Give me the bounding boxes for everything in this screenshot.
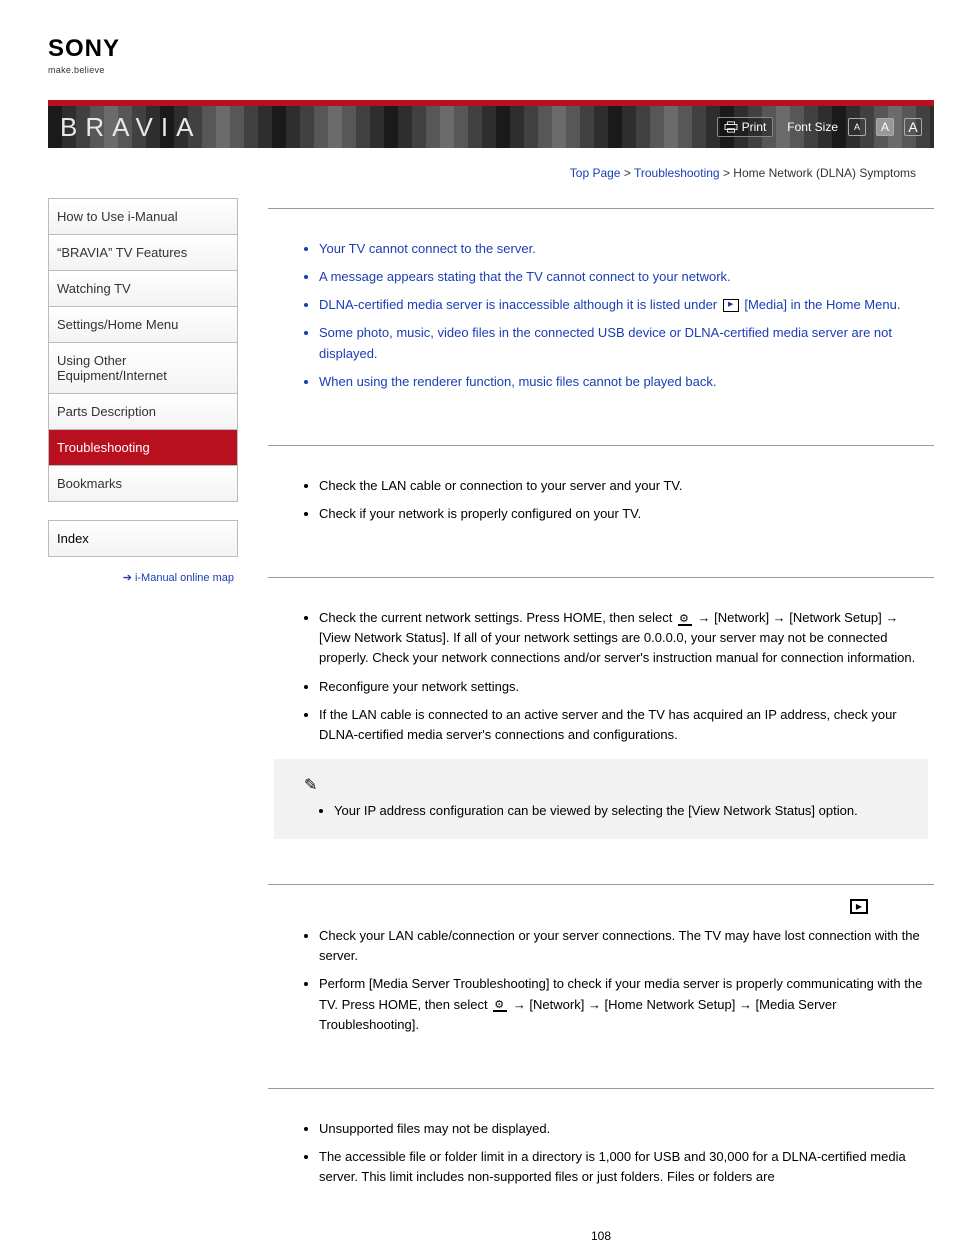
main-content: Your TV cannot connect to the server. A …: [268, 198, 934, 1251]
nav-item-features[interactable]: “BRAVIA” TV Features: [49, 235, 237, 271]
answer-item: Check the LAN cable or connection to you…: [319, 476, 928, 496]
breadcrumb-sep: >: [723, 166, 730, 180]
logo-area: SONY make.believe: [0, 0, 954, 75]
answer-item: Check your LAN cable/connection or your …: [319, 926, 928, 966]
breadcrumb-current: Home Network (DLNA) Symptoms: [733, 166, 916, 180]
nav-item-parts[interactable]: Parts Description: [49, 394, 237, 430]
section-media-icon: [274, 897, 928, 914]
fontsize-small-button[interactable]: A: [848, 118, 866, 136]
symptom-link[interactable]: A message appears stating that the TV ca…: [319, 267, 928, 287]
media-icon: [850, 899, 868, 914]
map-link-container: ➔i-Manual online map: [48, 557, 238, 584]
print-label: Print: [742, 120, 767, 134]
nav-item-bookmarks[interactable]: Bookmarks: [49, 466, 237, 501]
nav-item-watching[interactable]: Watching TV: [49, 271, 237, 307]
answer-item: Check if your network is properly config…: [319, 504, 928, 524]
fontsize-label: Font Size: [787, 120, 838, 134]
settings-icon: [493, 999, 507, 1011]
printer-icon: [724, 121, 738, 133]
settings-icon: [678, 613, 692, 625]
fontsize-medium-button[interactable]: A: [876, 118, 894, 136]
brand-logo: SONY: [48, 35, 954, 63]
answer-item: The accessible file or folder limit in a…: [319, 1147, 928, 1187]
nav-item-troubleshooting[interactable]: Troubleshooting: [49, 430, 237, 466]
media-icon: [723, 299, 739, 312]
answer-item: Unsupported files may not be displayed.: [319, 1119, 928, 1139]
breadcrumb: Top Page > Troubleshooting > Home Networ…: [0, 148, 954, 180]
breadcrumb-top[interactable]: Top Page: [570, 166, 621, 180]
brand-tagline: make.believe: [48, 63, 954, 75]
symptom-link[interactable]: Some photo, music, video files in the co…: [319, 323, 928, 363]
symptom-link[interactable]: Your TV cannot connect to the server.: [319, 239, 928, 259]
breadcrumb-mid[interactable]: Troubleshooting: [634, 166, 720, 180]
symptoms-section: Your TV cannot connect to the server. A …: [268, 208, 934, 420]
answer-section-3: Check your LAN cable/connection or your …: [268, 884, 934, 1063]
answer-section-1: Check the LAN cable or connection to you…: [268, 445, 934, 552]
page-number: 108: [268, 1215, 934, 1251]
note-box: ✎ Your IP address configuration can be v…: [274, 759, 928, 839]
nav-index[interactable]: Index: [48, 520, 238, 557]
note-text: Your IP address configuration can be vie…: [334, 801, 908, 821]
arrow-icon: ➔: [123, 572, 132, 584]
answer-section-4: Unsupported files may not be displayed. …: [268, 1088, 934, 1215]
nav-item-settings[interactable]: Settings/Home Menu: [49, 307, 237, 343]
nav-item-how-to[interactable]: How to Use i-Manual: [49, 199, 237, 235]
nav-item-equipment[interactable]: Using Other Equipment/Internet: [49, 343, 237, 394]
answer-item: Check the current network settings. Pres…: [319, 608, 928, 668]
nav-menu: How to Use i-Manual “BRAVIA” TV Features…: [48, 198, 238, 502]
manual-map-link[interactable]: i-Manual online map: [135, 572, 234, 584]
note-icon: ✎: [304, 775, 317, 795]
fontsize-large-button[interactable]: A: [904, 118, 922, 136]
sidebar: How to Use i-Manual “BRAVIA” TV Features…: [48, 198, 238, 1251]
product-banner: BRAVIA Print Font Size A A A: [48, 106, 934, 148]
answer-item: Reconfigure your network settings.: [319, 677, 928, 697]
breadcrumb-sep: >: [624, 166, 631, 180]
answer-item: Perform [Media Server Troubleshooting] t…: [319, 974, 928, 1034]
print-button[interactable]: Print: [717, 117, 774, 137]
answer-section-2: Check the current network settings. Pres…: [268, 577, 934, 859]
symptom-link[interactable]: When using the renderer function, music …: [319, 372, 928, 392]
answer-item: If the LAN cable is connected to an acti…: [319, 705, 928, 745]
product-name: BRAVIA: [60, 112, 201, 143]
symptom-link[interactable]: DLNA-certified media server is inaccessi…: [319, 295, 928, 315]
